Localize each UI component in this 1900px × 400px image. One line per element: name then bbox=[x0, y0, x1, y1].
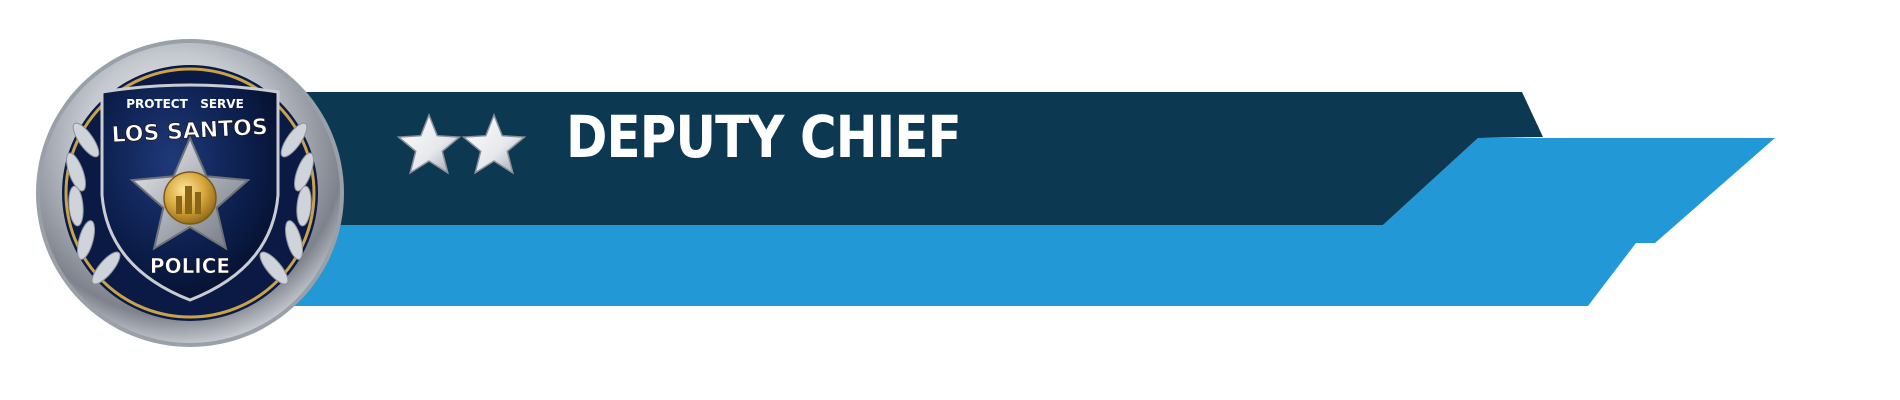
rank-star-icon bbox=[396, 112, 462, 175]
rank-star-icon bbox=[461, 112, 527, 175]
rank-stars bbox=[396, 112, 527, 175]
police-badge-logo: PROTECT SERVE LOS SANTOS POLICE bbox=[36, 39, 344, 347]
badge-top-right-text: SERVE bbox=[200, 97, 244, 111]
badge-top-left-text: PROTECT bbox=[126, 97, 188, 111]
badge-bottom-text: POLICE bbox=[150, 254, 230, 278]
banner-navy-bar bbox=[250, 92, 1543, 225]
banner-blue-bar bbox=[250, 138, 1775, 306]
rank-title: DEPUTY CHIEF bbox=[566, 103, 962, 171]
